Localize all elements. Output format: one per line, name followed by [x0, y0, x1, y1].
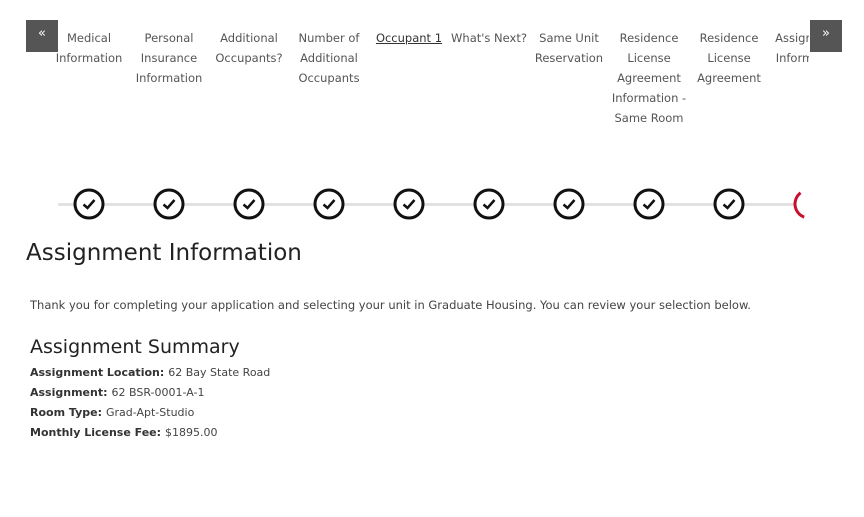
row-value: $1895.00	[165, 426, 218, 439]
summary-row: Assignment: 62 BSR-0001-A-1	[30, 386, 204, 399]
step-label[interactable]: What's Next?	[451, 31, 527, 45]
step-icon	[473, 188, 505, 220]
row-value: 62 Bay State Road	[168, 366, 271, 379]
row-value: 62 BSR-0001-A-1	[111, 386, 205, 399]
step-icon	[713, 188, 745, 220]
check-mark	[402, 199, 416, 210]
step-icon	[793, 188, 809, 220]
step-circle	[233, 188, 265, 220]
check-mark	[322, 199, 336, 210]
check-mark	[642, 199, 656, 210]
prev-button[interactable]: «	[26, 20, 58, 52]
step-circle	[713, 188, 745, 220]
step-link[interactable]: Occupant 1	[375, 31, 443, 45]
row-label: Monthly License Fee:	[30, 426, 162, 439]
row-label: Assignment Location:	[30, 366, 165, 379]
step-label[interactable]: Occupant 1	[369, 28, 449, 48]
step-circle	[473, 188, 505, 220]
summary-row: Room Type: Grad-Apt-Studio	[30, 406, 194, 419]
step-label[interactable]: Medical Information	[55, 31, 123, 65]
step-label[interactable]: Assignment Information	[775, 31, 809, 65]
next-button[interactable]: »	[810, 20, 842, 52]
step-circle	[153, 188, 185, 220]
check-mark	[562, 199, 576, 210]
check-mark	[722, 199, 736, 210]
step-icon	[313, 188, 345, 220]
summary-title: Assignment Summary	[30, 336, 240, 358]
step-circle	[553, 188, 585, 220]
summary-row: Monthly License Fee: $1895.00	[30, 426, 218, 439]
row-value: Grad-Apt-Studio	[105, 406, 195, 419]
step-label[interactable]: Number of Additional Occupants	[298, 31, 360, 85]
check-mark	[162, 199, 176, 210]
check-mark	[482, 199, 496, 210]
row-label: Room Type:	[30, 406, 102, 419]
check-mark	[82, 199, 96, 210]
intro-text: Thank you for completing your applicatio…	[30, 298, 751, 312]
step-circle	[793, 188, 809, 220]
step-circle	[633, 188, 665, 220]
step-icon	[233, 188, 265, 220]
page-title: Assignment Information	[26, 240, 302, 266]
step-icon	[393, 188, 425, 220]
step-icon	[633, 188, 665, 220]
step-label[interactable]: Additional Occupants?	[215, 31, 283, 65]
step-icon	[73, 188, 105, 220]
step-circle	[73, 188, 105, 220]
step-icon	[153, 188, 185, 220]
step-label[interactable]: Residence License Agreement Information …	[611, 31, 687, 125]
progress-line	[58, 203, 809, 206]
check-mark	[242, 199, 256, 210]
step-circle	[313, 188, 345, 220]
row-label: Assignment:	[30, 386, 108, 399]
step-circle	[393, 188, 425, 220]
step-label[interactable]: Residence License Agreement	[697, 31, 761, 85]
step-label[interactable]: Same Unit Reservation	[534, 31, 604, 65]
step-icon	[553, 188, 585, 220]
stepper: Medical Information Personal Insurance In…	[49, 0, 809, 230]
step-label[interactable]: Personal Insurance Information	[135, 31, 203, 85]
summary-row: Assignment Location: 62 Bay State Road	[30, 366, 270, 379]
